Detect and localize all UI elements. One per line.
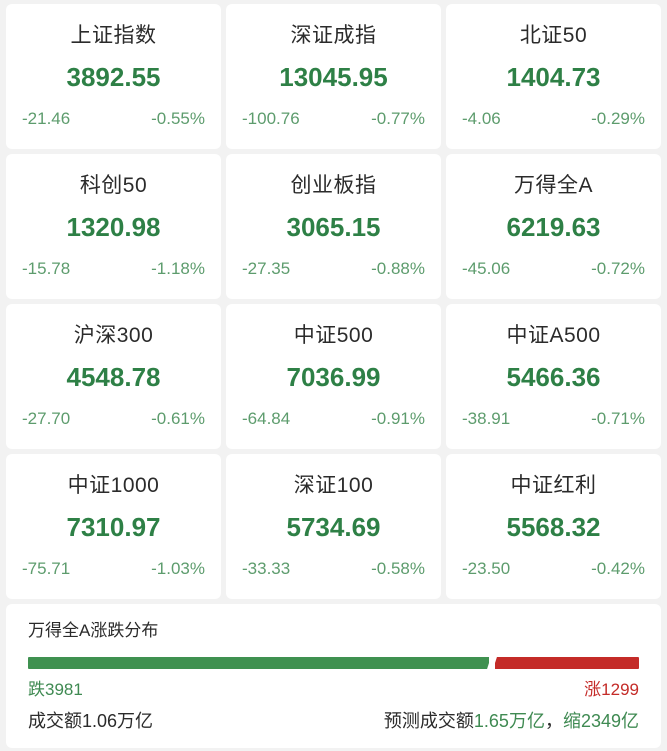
index-change-absolute: -33.33 <box>242 558 291 578</box>
index-price: 1404.73 <box>506 61 601 92</box>
index-card[interactable]: 沪深300 4548.78 -27.70 -0.61% <box>6 304 221 449</box>
index-change-percent: -0.88% <box>371 258 425 278</box>
index-change-absolute: -21.46 <box>22 108 71 128</box>
index-change-percent: -0.72% <box>591 258 645 278</box>
index-card[interactable]: 中证A500 5466.36 -38.91 -0.71% <box>446 304 661 449</box>
index-change-percent: -0.55% <box>151 108 205 128</box>
turnover-forecast-separator: ， <box>544 711 563 731</box>
index-change-row: -27.35 -0.88% <box>238 260 429 277</box>
turnover-forecast: 预测成交额1.65万亿，缩2349亿 <box>383 711 639 732</box>
index-price: 6219.63 <box>506 211 601 242</box>
index-name: 深证100 <box>293 473 374 497</box>
bar-segment-advancing <box>494 657 639 669</box>
index-change-absolute: -45.06 <box>462 258 511 278</box>
index-change-percent: -1.03% <box>151 558 205 578</box>
turnover-forecast-value: 1.65万亿 <box>473 711 545 731</box>
index-change-percent: -0.58% <box>371 558 425 578</box>
index-price: 1320.98 <box>66 211 161 242</box>
index-change-row: -75.71 -1.03% <box>18 560 209 577</box>
index-change-absolute: -4.06 <box>462 108 501 128</box>
index-change-row: -33.33 -0.58% <box>238 560 429 577</box>
index-name: 中证红利 <box>510 473 597 497</box>
index-card-grid: 上证指数 3892.55 -21.46 -0.55% 深证成指 13045.95 -100.… <box>6 4 661 599</box>
index-name: 创业板指 <box>290 173 377 197</box>
index-price: 7310.97 <box>66 511 161 542</box>
index-price: 7036.99 <box>286 361 381 392</box>
index-card[interactable]: 北证50 1404.73 -4.06 -0.29% <box>446 4 661 149</box>
index-change-row: -27.70 -0.61% <box>18 410 209 427</box>
index-price: 4548.78 <box>66 361 161 392</box>
index-card[interactable]: 中证红利 5568.32 -23.50 -0.42% <box>446 454 661 599</box>
index-price: 3065.15 <box>286 211 381 242</box>
index-name: 北证50 <box>519 23 588 47</box>
index-card[interactable]: 深证100 5734.69 -33.33 -0.58% <box>226 454 441 599</box>
index-change-row: -100.76 -0.77% <box>238 110 429 127</box>
index-change-absolute: -38.91 <box>462 408 511 428</box>
index-change-row: -15.78 -1.18% <box>18 260 209 277</box>
declining-count-label: 跌3981 <box>28 680 83 699</box>
turnover-forecast-delta: 缩2349亿 <box>562 711 639 731</box>
index-card[interactable]: 万得全A 6219.63 -45.06 -0.72% <box>446 154 661 299</box>
index-price: 3892.55 <box>66 61 161 92</box>
index-name: 上证指数 <box>70 23 157 47</box>
index-change-row: -21.46 -0.55% <box>18 110 209 127</box>
index-change-row: -45.06 -0.72% <box>458 260 649 277</box>
index-change-row: -64.84 -0.91% <box>238 410 429 427</box>
advance-decline-panel: 万得全A涨跌分布 跌3981 涨1299 成交额1.06万亿 预测成交额1.65… <box>6 604 661 748</box>
turnover-forecast-prefix: 预测成交额 <box>383 711 474 731</box>
index-change-percent: -0.42% <box>591 558 645 578</box>
index-change-percent: -0.91% <box>371 408 425 428</box>
index-change-percent: -0.61% <box>151 408 205 428</box>
advancing-count-label: 涨1299 <box>584 680 639 699</box>
index-change-absolute: -75.71 <box>22 558 71 578</box>
index-change-absolute: -27.70 <box>22 408 71 428</box>
index-card[interactable]: 深证成指 13045.95 -100.76 -0.77% <box>226 4 441 149</box>
advance-decline-bar[interactable] <box>28 657 639 669</box>
index-card[interactable]: 中证500 7036.99 -64.84 -0.91% <box>226 304 441 449</box>
index-change-row: -4.06 -0.29% <box>458 110 649 127</box>
index-change-percent: -0.29% <box>591 108 645 128</box>
index-change-percent: -1.18% <box>151 258 205 278</box>
index-change-percent: -0.71% <box>591 408 645 428</box>
index-name: 沪深300 <box>73 323 154 347</box>
index-change-percent: -0.77% <box>371 108 425 128</box>
index-change-absolute: -27.35 <box>242 258 291 278</box>
bar-segment-declining <box>28 657 489 669</box>
index-name: 深证成指 <box>290 23 377 47</box>
index-change-absolute: -23.50 <box>462 558 511 578</box>
index-card[interactable]: 科创50 1320.98 -15.78 -1.18% <box>6 154 221 299</box>
index-name: 中证500 <box>293 323 374 347</box>
panel-title: 万得全A涨跌分布 <box>28 621 159 640</box>
index-card[interactable]: 中证1000 7310.97 -75.71 -1.03% <box>6 454 221 599</box>
index-change-absolute: -15.78 <box>22 258 71 278</box>
index-card[interactable]: 创业板指 3065.15 -27.35 -0.88% <box>226 154 441 299</box>
advance-decline-counts: 跌3981 涨1299 <box>28 681 639 698</box>
turnover-row: 成交额1.06万亿 预测成交额1.65万亿，缩2349亿 <box>28 711 639 732</box>
turnover-actual: 成交额1.06万亿 <box>28 711 154 731</box>
index-name: 万得全A <box>513 173 593 197</box>
index-price: 5466.36 <box>506 361 601 392</box>
index-name: 科创50 <box>79 173 148 197</box>
index-price: 5568.32 <box>506 511 601 542</box>
index-change-row: -38.91 -0.71% <box>458 410 649 427</box>
index-price: 13045.95 <box>279 61 388 92</box>
index-change-absolute: -100.76 <box>242 108 300 128</box>
index-change-row: -23.50 -0.42% <box>458 560 649 577</box>
index-card[interactable]: 上证指数 3892.55 -21.46 -0.55% <box>6 4 221 149</box>
index-change-absolute: -64.84 <box>242 408 291 428</box>
index-price: 5734.69 <box>286 511 381 542</box>
index-name: 中证A500 <box>506 323 601 347</box>
index-name: 中证1000 <box>67 473 160 497</box>
